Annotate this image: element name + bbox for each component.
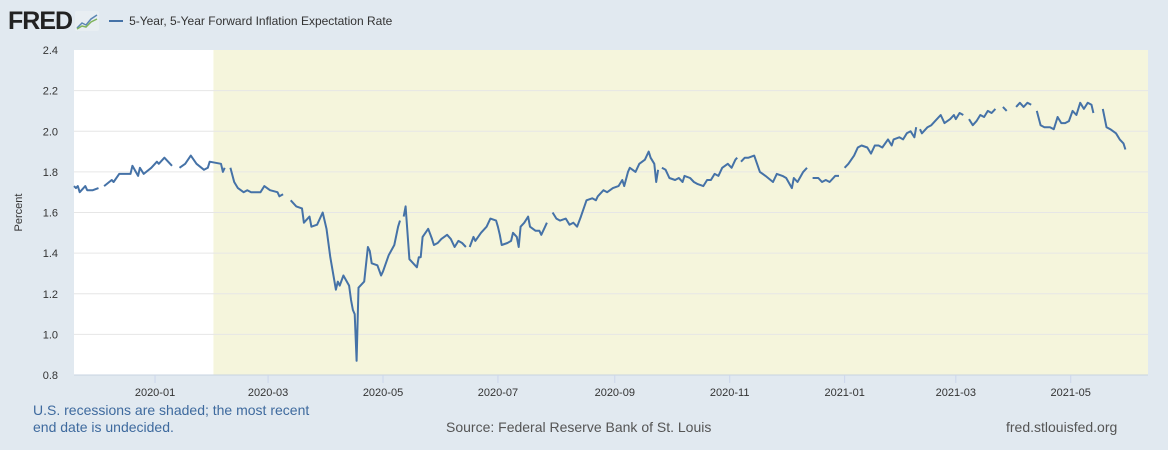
- series-segment: [178, 154, 226, 173]
- y-tick-label: 2.0: [43, 126, 58, 138]
- x-tick-label: 2020-07: [478, 387, 518, 399]
- chart-header: FRED 5-Year, 5-Year Forward Inflation Ex…: [8, 6, 392, 36]
- y-axis-label: Percent: [13, 194, 25, 232]
- series-segment: [968, 108, 997, 127]
- recession-note: U.S. recessions are shaded; the most rec…: [33, 402, 310, 435]
- y-tick-label: 1.4: [43, 248, 58, 260]
- series-line: [73, 101, 1127, 362]
- series-segment: [1002, 106, 1008, 112]
- x-tick-label: 2020-05: [363, 387, 403, 399]
- line-chart: 0.81.01.21.41.61.82.02.22.4 2020-01 2020-…: [13, 45, 1148, 399]
- series-segment: [402, 205, 467, 269]
- site-link[interactable]: fred.stlouisfed.org: [1006, 419, 1118, 435]
- series-segment: [229, 167, 284, 198]
- x-tick-label: 2021-03: [936, 387, 976, 399]
- series-segment: [551, 150, 660, 228]
- series-segment: [1101, 108, 1127, 150]
- source-text: Source: Federal Reserve Bank of St. Loui…: [446, 419, 712, 435]
- y-tick-label: 1.2: [43, 289, 58, 301]
- x-axis: 2020-01 2020-03 2020-05 2020-07 2020-09 2020-…: [135, 375, 1091, 399]
- x-tick-label: 2020-11: [710, 387, 750, 399]
- legend-label: 5-Year, 5-Year Forward Inflation Expecta…: [129, 14, 393, 28]
- legend: 5-Year, 5-Year Forward Inflation Expecta…: [109, 14, 392, 28]
- series-segment: [740, 154, 808, 190]
- x-tick-label: 2021-05: [1051, 387, 1091, 399]
- series-segment: [468, 215, 548, 248]
- y-tick-label: 1.0: [43, 329, 58, 341]
- x-tick-label: 2020-09: [595, 387, 635, 399]
- series-segment: [661, 157, 738, 188]
- y-tick-label: 2.2: [43, 86, 58, 98]
- series-segment: [843, 127, 918, 169]
- y-tick-label: 2.4: [43, 45, 58, 57]
- x-tick-label: 2020-01: [135, 387, 175, 399]
- series-segment: [812, 174, 839, 183]
- y-tick-label: 1.6: [43, 208, 58, 220]
- fred-logo[interactable]: FRED: [8, 6, 73, 35]
- y-axis: 0.8 1.0 1.2 1.4 1.6 1.8 2.0 2.2 2.4: [43, 45, 58, 382]
- series-segment: [73, 185, 99, 194]
- series-segment: [1035, 101, 1095, 131]
- series-segment: [919, 112, 964, 135]
- series-segment: [1015, 101, 1032, 108]
- gridlines: [74, 90, 1148, 376]
- legend-swatch: [109, 20, 124, 22]
- series-segment: [103, 156, 173, 187]
- x-tick-label: 2020-03: [248, 387, 288, 399]
- y-tick-label: 1.8: [43, 167, 58, 179]
- y-tick-label: 0.8: [43, 370, 58, 382]
- line-chart-icon: [75, 11, 100, 31]
- series-segment: [289, 199, 401, 362]
- x-tick-label: 2021-01: [824, 387, 864, 399]
